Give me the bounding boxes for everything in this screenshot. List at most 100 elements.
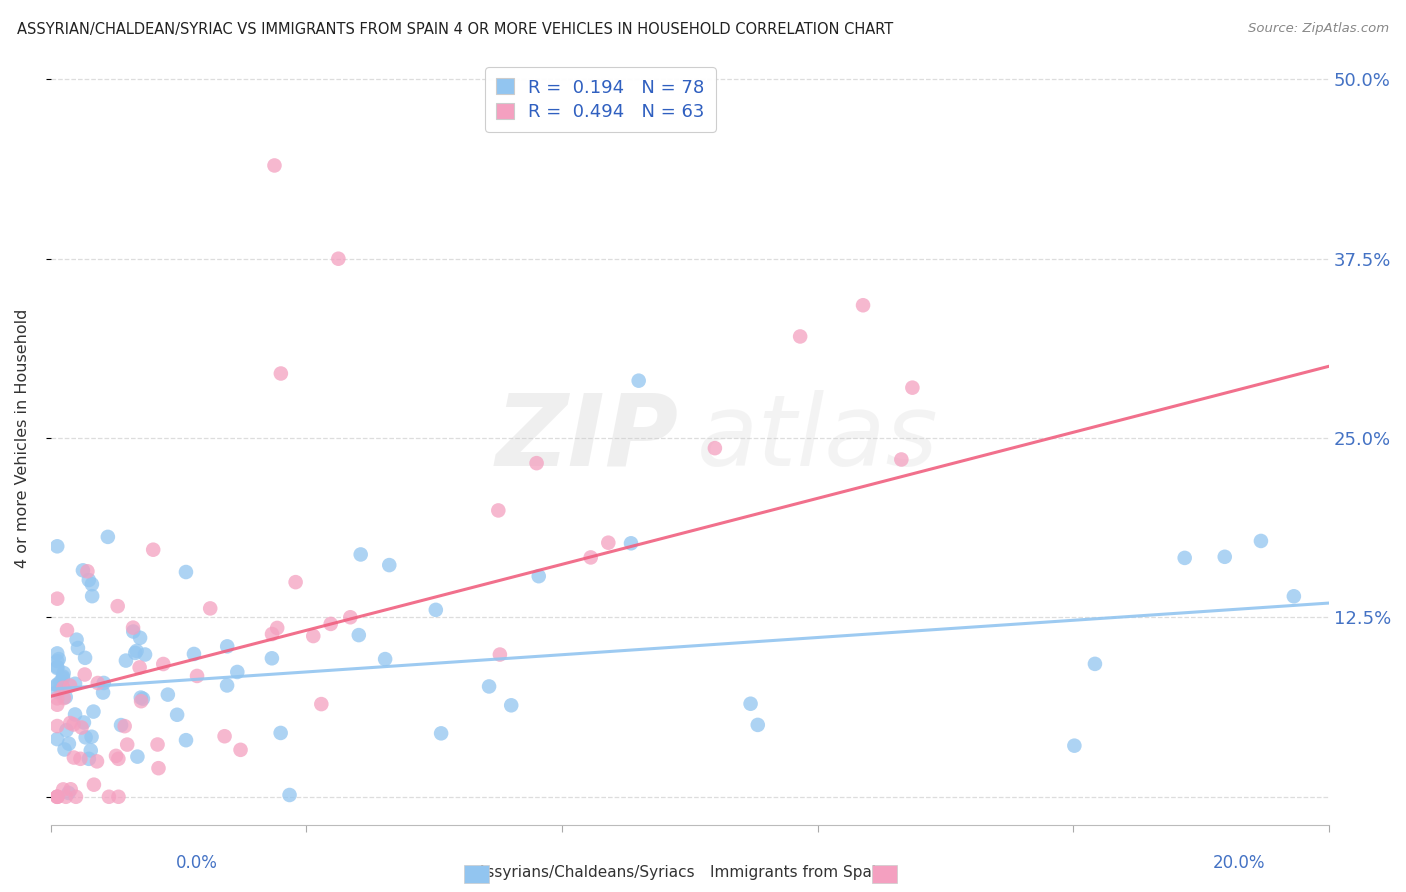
Point (63, 707, 86, 722)
Text: Source: ZipAtlas.com: Source: ZipAtlas.com (1249, 22, 1389, 36)
Point (115, 654, 138, 668)
Point (46, 684, 69, 698)
Point (55, 723, 77, 738)
Point (52, 669, 75, 683)
Point (63, 750, 86, 764)
Point (55, 690, 77, 704)
Point (53, 742, 76, 756)
Point (46, 647, 69, 661)
Point (1174, 550, 1197, 565)
Point (80, 730, 103, 744)
Point (146, 738, 169, 752)
Point (80, 577, 103, 591)
Point (740, 697, 762, 711)
Point (63, 677, 86, 691)
Point (46, 789, 69, 804)
Point (66, 640, 89, 655)
Point (124, 646, 146, 660)
Point (48, 652, 70, 666)
Point (226, 665, 249, 679)
Point (77, 752, 100, 766)
Point (284, 575, 307, 590)
Point (217, 678, 239, 692)
Text: ZIP: ZIP (496, 390, 679, 486)
Point (527, 569, 550, 583)
Point (486, 503, 509, 517)
Point (183, 647, 205, 661)
Y-axis label: 4 or more Vehicles in Household: 4 or more Vehicles in Household (15, 309, 30, 567)
Point (425, 603, 447, 617)
Point (107, 752, 129, 766)
Point (76, 564, 98, 578)
Point (339, 610, 361, 624)
Text: Assyrians/Chaldeans/Syriacs: Assyrians/Chaldeans/Syriacs (478, 865, 696, 880)
Point (347, 628, 370, 642)
Text: Immigrants from Spain: Immigrants from Spain (710, 865, 886, 880)
Point (52, 671, 75, 685)
Point (217, 640, 239, 654)
Point (72, 563, 94, 577)
Point (82, 589, 104, 603)
Point (105, 748, 128, 763)
Point (46, 539, 69, 553)
Point (129, 694, 152, 708)
Point (59, 679, 82, 693)
Point (489, 648, 512, 662)
Point (260, 627, 283, 641)
Text: 0.0%: 0.0% (176, 855, 218, 872)
Point (129, 690, 152, 705)
Point (52, 782, 75, 797)
Point (901, 381, 924, 395)
Point (77, 573, 100, 587)
Point (328, 252, 350, 266)
Point (260, 651, 283, 665)
Point (703, 441, 725, 455)
Point (747, 718, 769, 732)
Point (52, 665, 75, 680)
Point (186, 669, 208, 683)
Point (46, 732, 69, 747)
Point (125, 644, 148, 658)
Point (152, 657, 174, 671)
Point (311, 697, 333, 711)
Point (97, 530, 120, 544)
Point (127, 749, 149, 764)
Point (132, 691, 155, 706)
Point (97, 789, 120, 804)
Point (46, 660, 69, 674)
Point (56, 623, 79, 637)
Point (789, 329, 811, 343)
Point (478, 680, 501, 694)
Point (110, 718, 132, 732)
Point (46, 698, 69, 712)
Point (114, 719, 136, 733)
Point (350, 548, 373, 562)
Point (93, 676, 115, 690)
Point (852, 298, 875, 312)
Point (579, 550, 602, 565)
Point (1213, 549, 1236, 564)
Point (46, 691, 69, 706)
Point (86, 755, 108, 769)
Point (46, 661, 69, 675)
Point (598, 535, 620, 549)
Point (501, 698, 523, 713)
Text: atlas: atlas (697, 390, 938, 486)
Point (107, 599, 129, 614)
Point (1084, 657, 1107, 671)
Point (122, 621, 145, 635)
Point (65, 632, 87, 647)
Point (200, 601, 222, 615)
Point (1250, 533, 1272, 548)
Point (128, 660, 150, 674)
Point (263, 158, 285, 172)
Point (122, 624, 145, 639)
Point (52, 681, 75, 695)
Point (148, 761, 170, 775)
Point (378, 558, 401, 573)
Point (46, 719, 69, 733)
Point (107, 789, 129, 804)
Point (430, 726, 453, 740)
Point (62, 717, 84, 731)
Point (65, 789, 87, 804)
